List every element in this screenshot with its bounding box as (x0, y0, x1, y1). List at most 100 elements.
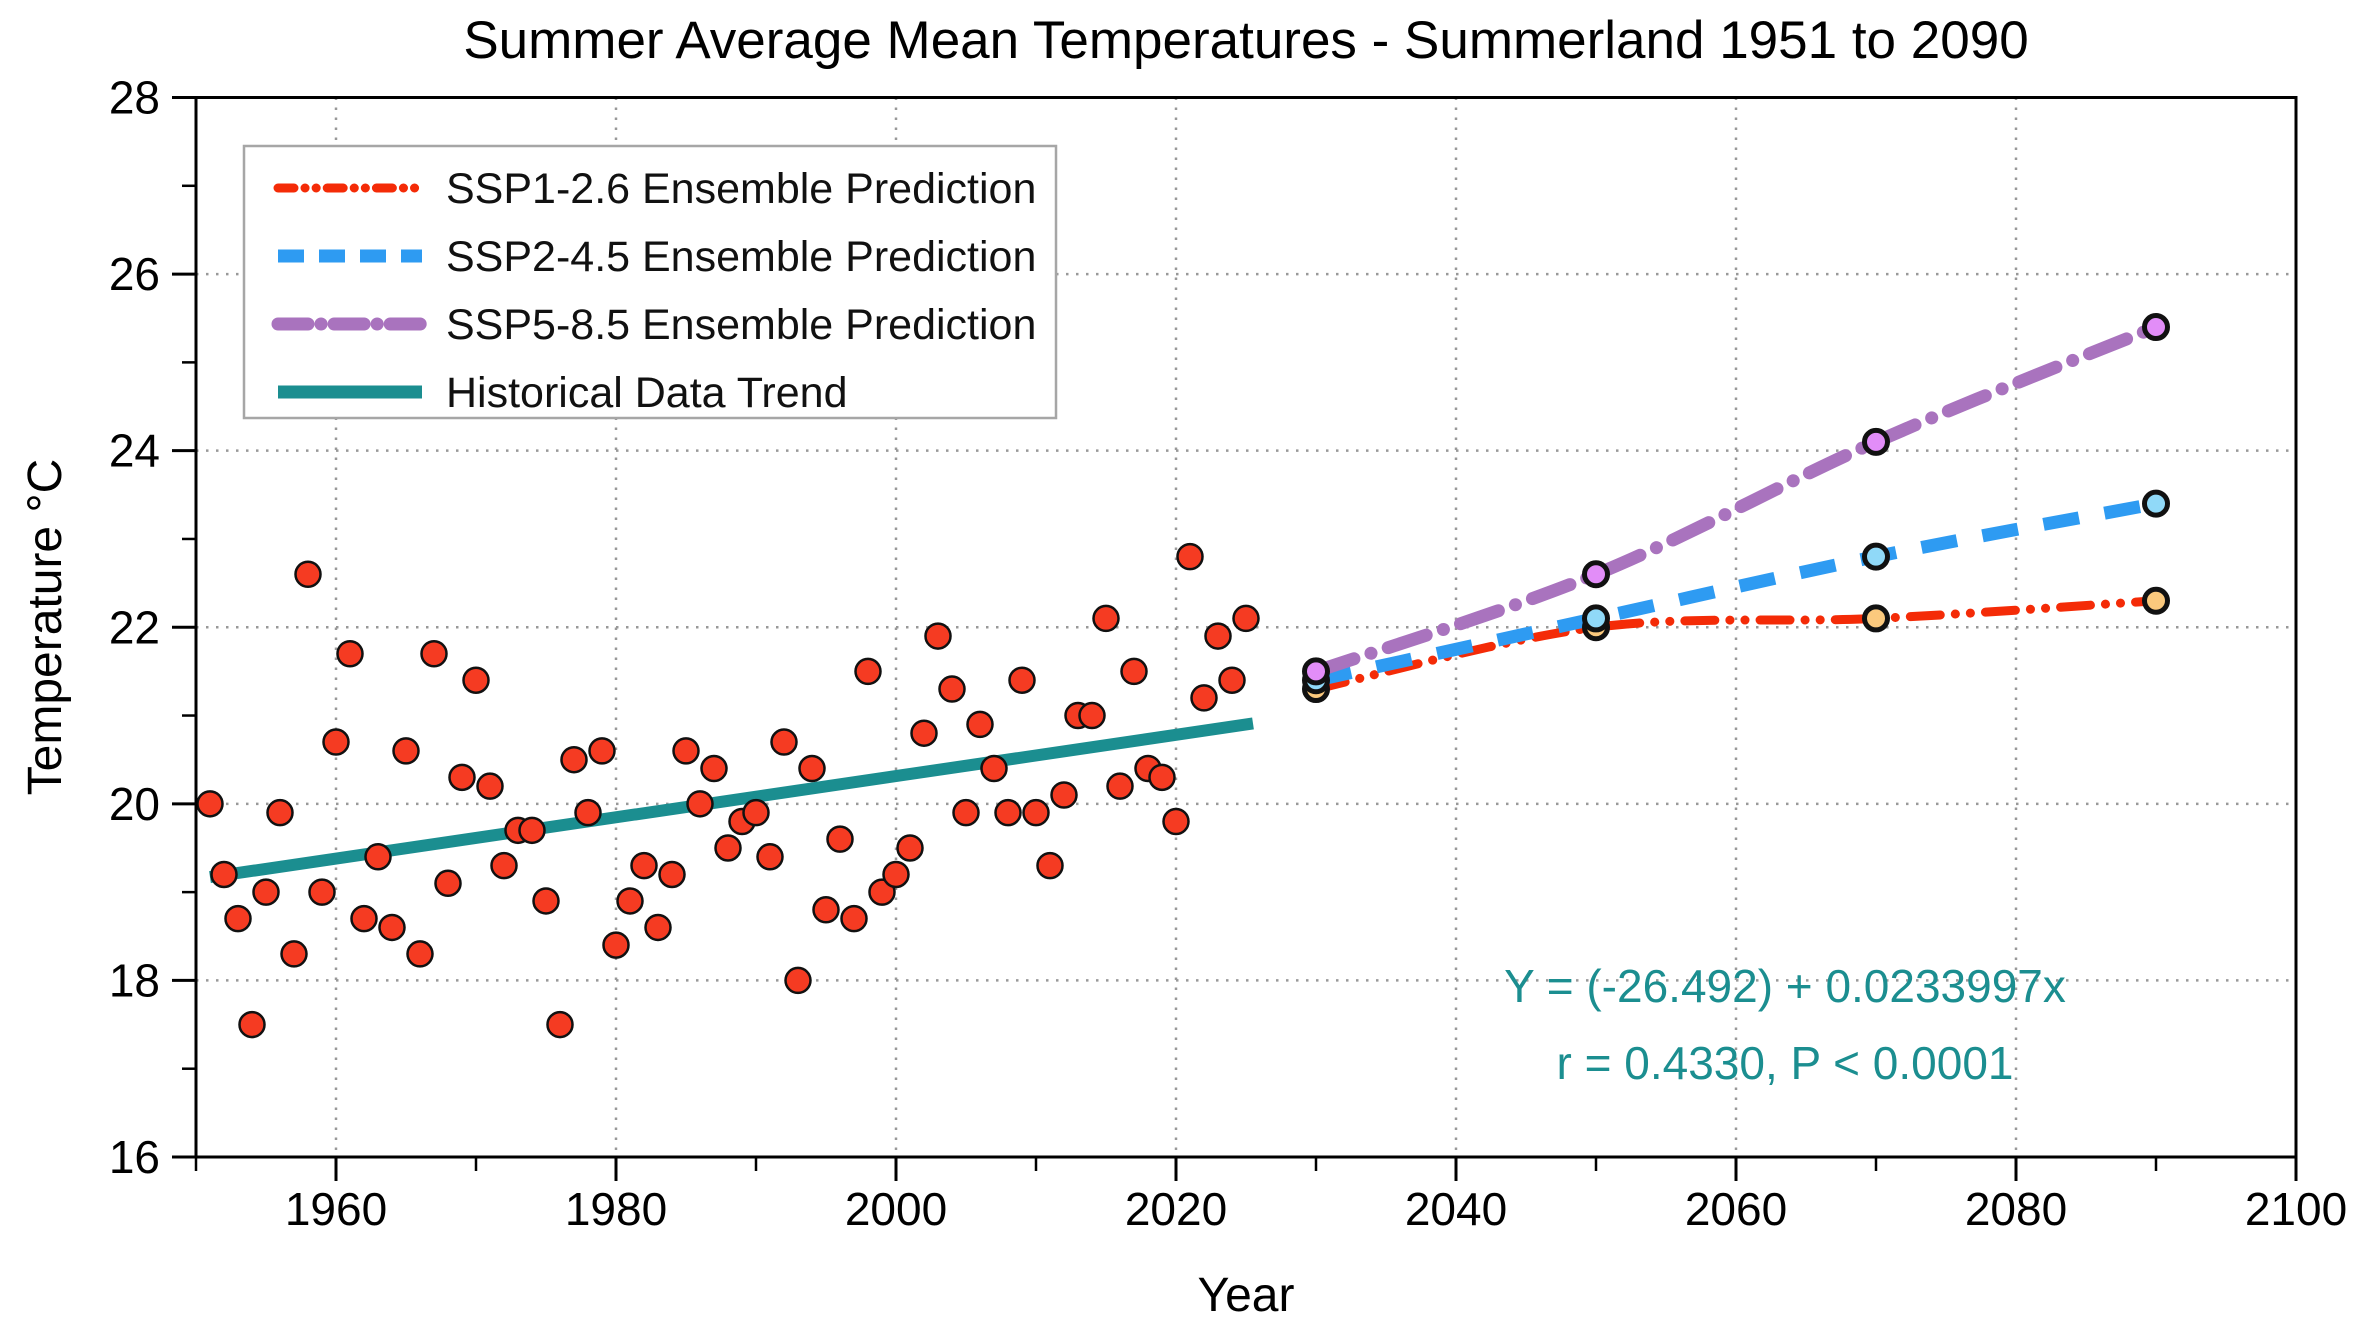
x-tick-label: 2000 (845, 1183, 947, 1235)
scatter-point (1050, 781, 1078, 809)
x-axis-label: Year (1197, 1269, 1295, 1322)
legend-label: SSP2-4.5 Ensemble Prediction (446, 233, 1036, 281)
scatter-point (896, 834, 924, 862)
scatter-point (798, 754, 826, 783)
scatter-point (854, 657, 882, 686)
scatter-point (406, 940, 434, 968)
scatter-point (560, 745, 588, 774)
y-tick-label: 22 (109, 601, 160, 653)
scatter-point (1218, 666, 1246, 694)
prediction-marker-ssp3 (2142, 313, 2170, 342)
scatter-point (462, 666, 490, 694)
y-tick-label: 18 (109, 954, 160, 1006)
prediction-marker-ssp3 (1862, 427, 1890, 456)
x-tick-label: 2060 (1685, 1183, 1787, 1235)
scatter-point (714, 834, 742, 862)
scatter-point (238, 1010, 266, 1039)
scatter-point (952, 798, 980, 827)
scatter-point (868, 878, 896, 906)
scatter-point (588, 737, 616, 765)
scatter-point (1106, 772, 1134, 800)
prediction-line-ssp3 (1309, 320, 2163, 678)
regression-equation: Y = (-26.492) + 0.0233997x (1504, 960, 2066, 1012)
scatter-point (1036, 851, 1064, 880)
legend-label: SSP1-2.6 Ensemble Prediction (446, 165, 1036, 213)
scatter-point (532, 887, 560, 915)
scatter-point (1008, 666, 1036, 694)
scatter-point (700, 754, 728, 783)
scatter-point (686, 790, 714, 818)
scatter-point (602, 931, 630, 959)
scatter-point (826, 825, 854, 853)
regression-annotation: Y = (-26.492) + 0.0233997x r = 0.4330, P… (1440, 948, 2130, 1102)
scatter-point (924, 622, 952, 650)
prediction-line-ssp1 (1311, 596, 2161, 694)
regression-stats: r = 0.4330, P < 0.0001 (1556, 1037, 2014, 1089)
scatter-point (1022, 798, 1050, 827)
scatter-point (308, 878, 336, 906)
scatter-point (420, 639, 448, 668)
prediction-marker-ssp3 (1302, 657, 1330, 686)
scatter-point (1232, 604, 1260, 633)
scatter-point (1176, 542, 1204, 571)
legend-label: Historical Data Trend (446, 369, 848, 417)
scatter-point (980, 754, 1008, 783)
scatter-point (322, 728, 350, 756)
scatter-point (672, 737, 700, 765)
scatter-point (630, 851, 658, 880)
prediction-marker-ssp2 (1582, 604, 1610, 633)
scatter-point (756, 843, 784, 871)
scatter-point (546, 1010, 574, 1039)
y-tick-label: 20 (109, 778, 160, 830)
scatter-point (882, 860, 910, 889)
scatter-point (840, 904, 868, 933)
scatter-point (224, 904, 252, 933)
x-tick-label: 2020 (1125, 1183, 1227, 1235)
scatter-point (1190, 684, 1218, 712)
scatter-point (252, 878, 280, 906)
scatter-point (434, 869, 462, 898)
scatter-point (644, 913, 672, 942)
scatter-point (910, 719, 938, 747)
scatter-point (574, 798, 602, 827)
scatter-point (616, 887, 644, 915)
scatter-point (1092, 604, 1120, 633)
scatter-point (518, 816, 546, 845)
legend-label: SSP5-8.5 Ensemble Prediction (446, 301, 1036, 349)
scatter-point (1148, 763, 1176, 792)
scatter-point (1162, 807, 1190, 836)
y-tick-label: 24 (109, 425, 160, 477)
prediction-marker-ssp3 (1582, 560, 1610, 589)
x-tick-label: 2100 (2245, 1183, 2347, 1235)
scatter-point (336, 639, 364, 668)
scatter-point (812, 896, 840, 924)
chart-title: Summer Average Mean Temperatures - Summe… (463, 11, 2029, 70)
prediction-marker-ssp1 (2142, 586, 2170, 615)
scatter-point (476, 772, 504, 800)
scatter-point (378, 913, 406, 942)
scatter-point (1078, 701, 1106, 730)
scatter-point (350, 904, 378, 933)
x-tick-label: 1980 (565, 1183, 667, 1235)
prediction-line-ssp2 (1314, 497, 2158, 687)
x-tick-label: 2040 (1405, 1183, 1507, 1235)
scatter-point (742, 798, 770, 827)
scatter-point (448, 763, 476, 792)
scatter-point (938, 675, 966, 703)
scatter-point (392, 737, 420, 765)
scatter-point (210, 860, 238, 889)
scatter-point (294, 560, 322, 589)
scatter-point (994, 798, 1022, 827)
scatter-point (196, 790, 224, 818)
prediction-marker-ssp2 (2142, 489, 2170, 518)
scatter-point (770, 728, 798, 756)
scatter-point (966, 710, 994, 739)
scatter-point (1204, 622, 1232, 650)
prediction-marker-ssp1 (1862, 604, 1890, 633)
scatter-point (266, 798, 294, 827)
prediction-marker-ssp2 (1862, 542, 1890, 571)
y-axis-label: Temperature °C (19, 458, 72, 796)
scatter-point (658, 860, 686, 889)
scatter-point (490, 851, 518, 880)
